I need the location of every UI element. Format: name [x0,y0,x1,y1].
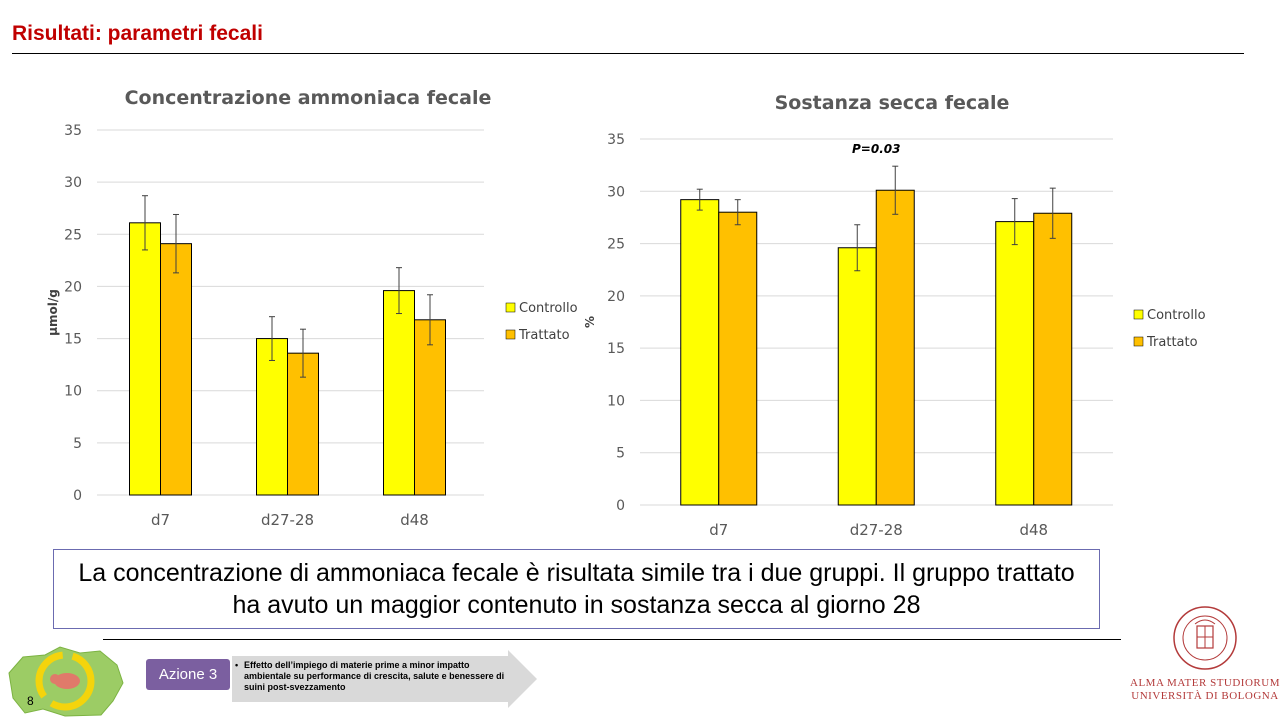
action-description: • Effetto dell’impiego di materie prime … [235,660,516,693]
y-tick-label: 15 [607,341,625,357]
action-arrow-shape [232,650,537,708]
bar-trattato [875,189,915,506]
university-logo: ALMA MATER STUDIORUM UNIVERSITÀ DI BOLOG… [1130,604,1280,703]
legend-label-trattato: Trattato [1146,335,1198,350]
legend-label-controllo: Controllo [519,301,578,316]
footer-divider [103,639,1121,640]
bar-trattato [160,243,192,496]
chart-title: Sostanza secca fecale [775,92,1010,114]
legend-swatch-trattato [505,329,516,340]
y-tick-label: 5 [73,436,82,452]
x-tick-label: d7 [151,511,170,529]
x-tick-label: d7 [709,521,728,539]
y-tick-label: 15 [64,332,82,348]
x-tick-label: d48 [1019,521,1048,539]
legend-swatch-controllo [505,302,516,313]
action-description-text: Effetto dell’impiego di materie prime a … [244,660,505,692]
university-seal [1173,606,1237,670]
slide-title: Risultati: parametri fecali [12,22,263,45]
y-tick-label: 10 [64,384,82,400]
legend-label-controllo: Controllo [1147,308,1206,323]
action-badge: Azione 3 [146,659,230,690]
y-tick-label: 0 [616,498,625,514]
y-tick-label: 35 [64,123,82,139]
p-value-annotation: P=0.03 [852,142,900,156]
y-axis-label: % [583,316,597,328]
university-name-line2: UNIVERSITÀ DI BOLOGNA [1131,690,1279,702]
action-bullet: • [235,660,239,670]
x-tick-label: d48 [400,511,429,529]
bar-controllo [995,221,1035,506]
bar-controllo [383,290,415,496]
y-tick-label: 30 [64,175,82,191]
conclusion-box: La concentrazione di ammoniaca fecale è … [53,549,1100,629]
y-tick-label: 0 [73,488,82,504]
x-tick-label: d27-28 [850,521,903,539]
y-tick-label: 5 [616,446,625,462]
university-name-line1: ALMA MATER STUDIORUM [1130,677,1280,689]
y-tick-label: 20 [64,279,82,295]
bar-controllo [680,199,720,506]
y-tick-label: 30 [607,184,625,200]
legend-swatch-controllo [1133,309,1144,320]
legend-swatch-trattato [1133,336,1144,347]
y-axis-label: µmol/g [46,289,60,336]
ammonia-chart: Concentrazione ammoniaca fecale 0 5 10 15 20 2… [46,87,578,529]
bar-trattato [1033,212,1073,506]
y-tick-label: 25 [607,237,625,253]
chart-title: Concentrazione ammoniaca fecale [125,87,492,109]
legend-label-trattato: Trattato [518,328,570,343]
y-tick-label: 10 [607,393,625,409]
y-tick-label: 20 [607,289,625,305]
bar-controllo [129,222,161,496]
bar-trattato [718,211,758,506]
conclusion-text: La concentrazione di ammoniaca fecale è … [78,559,1075,619]
bar-controllo [837,247,877,506]
bar-trattato [414,319,446,496]
x-tick-label: d27-28 [261,511,314,529]
page-number: 8 [27,694,34,708]
project-logo [5,643,130,723]
dry-matter-chart: Sostanza secca fecale 0 5 10 15 20 25 30 35% d7 d2… [583,92,1206,539]
y-tick-label: 35 [607,132,625,148]
title-divider [12,53,1244,54]
y-tick-label: 25 [64,227,82,243]
